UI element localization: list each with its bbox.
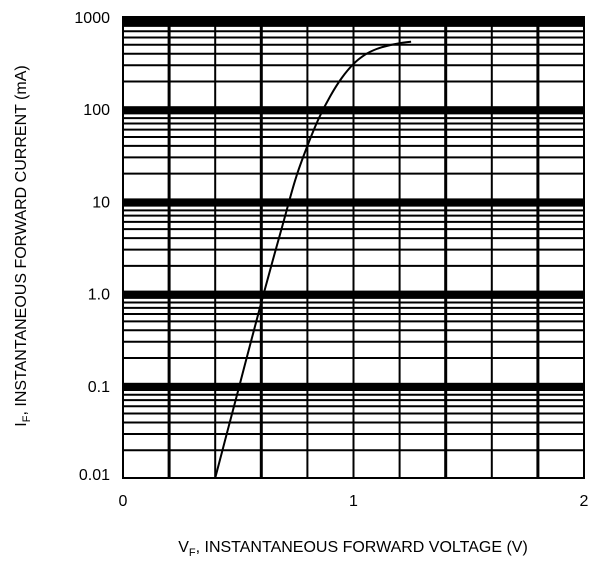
y-tick-label: 1.0 bbox=[88, 287, 110, 304]
major-gridline-y bbox=[123, 382, 584, 390]
x-tick-label: 2 bbox=[580, 493, 589, 510]
plot-frame bbox=[122, 16, 585, 479]
x-tick-label: 1 bbox=[349, 493, 358, 510]
y-tick-label: 0.1 bbox=[88, 379, 110, 396]
major-gridline-y bbox=[123, 17, 584, 25]
major-gridline-y bbox=[123, 198, 584, 206]
x-axis-label-subscript: F bbox=[189, 547, 196, 559]
y-tick-label: 10 bbox=[92, 194, 110, 211]
major-gridline-y bbox=[123, 290, 584, 298]
y-axis-label-symbol: I bbox=[13, 422, 30, 426]
series-line-0 bbox=[214, 40, 412, 479]
y-tick-label: 0.01 bbox=[79, 467, 110, 484]
x-tick-labels: 0 1 2 bbox=[119, 493, 589, 510]
major-gridline-y bbox=[123, 106, 584, 114]
x-axis-label: VF, INSTANTANEOUS FORWARD VOLTAGE (V) bbox=[178, 539, 528, 559]
x-tick-label: 0 bbox=[119, 493, 128, 510]
y-tick-label: 100 bbox=[83, 102, 110, 119]
y-axis-label-subscript: F bbox=[21, 415, 33, 422]
x-axis-label-symbol: V bbox=[178, 539, 189, 556]
y-tick-label: 1000 bbox=[74, 10, 110, 27]
series-group bbox=[214, 40, 412, 479]
y-tick-labels: 0.01 0.1 1.0 10 100 1000 bbox=[74, 10, 110, 484]
grid-x bbox=[167, 17, 540, 478]
x-axis-label-text: , INSTANTANEOUS FORWARD VOLTAGE (V) bbox=[196, 539, 528, 556]
y-axis-label: IF, INSTANTANEOUS FORWARD CURRENT (mA) bbox=[13, 65, 33, 426]
grid-major-y bbox=[123, 17, 584, 390]
y-axis-label-text: , INSTANTANEOUS FORWARD CURRENT (mA) bbox=[13, 65, 30, 415]
